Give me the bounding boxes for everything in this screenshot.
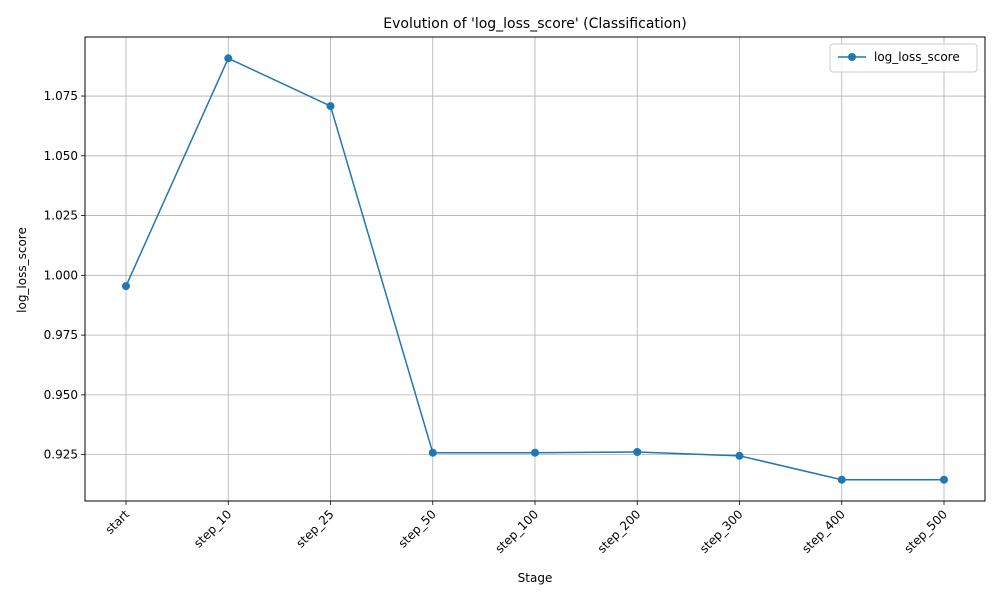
y-axis-title: log_loss_score xyxy=(15,227,29,313)
y-tick-label: 1.050 xyxy=(44,149,78,163)
series-layer xyxy=(122,54,948,484)
grid xyxy=(85,37,985,501)
data-point-marker xyxy=(633,447,642,456)
data-point-marker xyxy=(531,448,539,457)
data-point-marker xyxy=(735,451,744,460)
y-tick-label: 0.925 xyxy=(44,448,78,462)
data-point-marker xyxy=(837,475,846,484)
data-point-marker xyxy=(428,448,437,457)
data-point-marker xyxy=(326,102,335,111)
data-point-marker xyxy=(940,475,948,484)
y-tick-label: 0.975 xyxy=(44,328,78,342)
legend-label: log_loss_score xyxy=(874,50,960,64)
y-tick-label: 0.950 xyxy=(44,388,78,402)
y-tick-label: 1.025 xyxy=(44,209,78,223)
y-tick-label: 1.075 xyxy=(44,89,78,103)
legend-box xyxy=(829,43,978,73)
data-point-marker xyxy=(122,282,130,291)
legend: log_loss_score xyxy=(829,43,978,73)
y-tick-label: 1.000 xyxy=(44,268,78,282)
legend-marker-swatch xyxy=(848,53,856,61)
data-point-marker xyxy=(224,54,233,63)
x-axis-title: Stage xyxy=(518,571,553,585)
chart-title: Evolution of 'log_loss_score' (Classific… xyxy=(383,16,686,32)
